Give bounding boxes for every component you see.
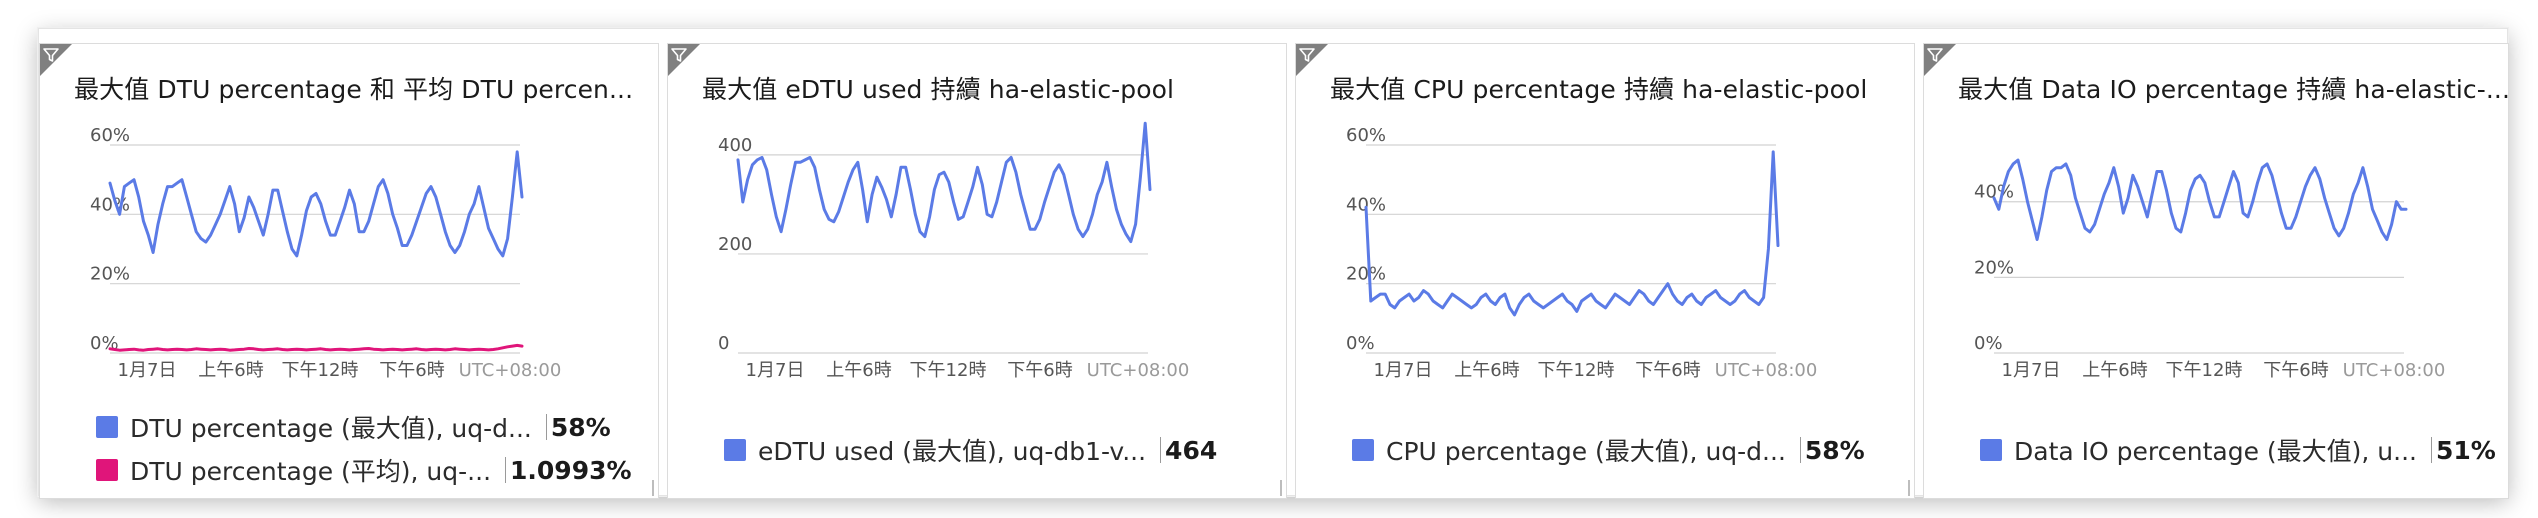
legend-divider bbox=[1799, 437, 1801, 463]
metric-tile-dtu[interactable]: 最大值 DTU percentage 和 平均 DTU percen... 60… bbox=[39, 43, 659, 499]
tile-title[interactable]: 最大值 eDTU used 持續 ha-elastic-pool bbox=[702, 75, 1175, 104]
x-tick-label: 下午6時 bbox=[379, 360, 444, 381]
legend-label: DTU percentage (最大值), uq-d... bbox=[130, 414, 532, 443]
legend-label: Data IO percentage (最大值), u... bbox=[2014, 437, 2417, 466]
series-line bbox=[108, 150, 524, 258]
y-tick-label: 20% bbox=[1346, 264, 1386, 285]
x-tick-label: 下午6時 bbox=[1635, 360, 1700, 381]
legend-value: 1.0993% bbox=[510, 455, 632, 485]
resize-handle[interactable] bbox=[1280, 480, 1282, 496]
series-line bbox=[1364, 150, 1780, 317]
legend-item[interactable]: DTU percentage (平均), uq-... 1.0993% bbox=[96, 453, 632, 487]
legend-divider bbox=[505, 457, 507, 483]
y-tick-label: 0% bbox=[1346, 333, 1375, 354]
y-tick-label: 0% bbox=[1974, 333, 2003, 354]
legend-value: 58% bbox=[550, 412, 611, 442]
x-tick-label: 上午6時 bbox=[826, 360, 891, 381]
y-tick-label: 20% bbox=[1974, 257, 2014, 278]
x-tick-label: 1月7日 bbox=[1374, 360, 1433, 381]
x-tick-label: 下午12時 bbox=[282, 360, 359, 381]
legend-value: 464 bbox=[1165, 435, 1218, 465]
series-line bbox=[736, 121, 1152, 244]
filter-icon[interactable] bbox=[1926, 46, 1944, 64]
y-tick-label: 0 bbox=[718, 333, 729, 354]
legend-swatch bbox=[1980, 439, 2002, 461]
legend-label: DTU percentage (平均), uq-... bbox=[130, 457, 492, 486]
filter-icon[interactable] bbox=[1298, 46, 1316, 64]
resize-handle[interactable] bbox=[652, 480, 654, 496]
legend-divider bbox=[2431, 437, 2432, 463]
series-line bbox=[108, 343, 524, 352]
line-chart[interactable]: 60%40%20%0%1月7日 上午6時 下午12時 下午6時 UTC+08:00 bbox=[40, 44, 660, 384]
tile-title[interactable]: 最大值 DTU percentage 和 平均 DTU percen... bbox=[74, 75, 634, 104]
legend-value: 51% bbox=[2436, 435, 2496, 465]
y-tick-label: 60% bbox=[90, 125, 130, 146]
x-tick-label: 下午12時 bbox=[910, 360, 987, 381]
x-tick-label: UTC+08:00 bbox=[1087, 360, 1190, 381]
filter-icon[interactable] bbox=[42, 46, 60, 64]
x-tick-label: 下午12時 bbox=[2166, 360, 2243, 381]
x-tick-label: 1月7日 bbox=[118, 360, 177, 381]
legend-divider bbox=[1160, 437, 1162, 463]
metric-tile-cpu[interactable]: 最大值 CPU percentage 持續 ha-elastic-pool 60… bbox=[1295, 43, 1915, 499]
legend-divider bbox=[545, 414, 547, 440]
y-tick-label: 400 bbox=[718, 135, 752, 156]
y-tick-label: 200 bbox=[718, 234, 752, 255]
legend-item[interactable]: CPU percentage (最大值), uq-d... 58% bbox=[1352, 433, 1865, 467]
line-chart[interactable]: 400 200 0 1月7日 上午6時 下午12時 下午6時 UTC+08:00 bbox=[668, 44, 1288, 384]
x-tick-label: UTC+08:00 bbox=[459, 360, 562, 381]
legend-label: eDTU used (最大值), uq-db1-v... bbox=[758, 437, 1147, 466]
dashboard-frame: 最大值 DTU percentage 和 平均 DTU percen... 60… bbox=[38, 28, 2511, 499]
tile-title[interactable]: 最大值 Data IO percentage 持續 ha-elastic-... bbox=[1958, 75, 2511, 104]
line-chart[interactable]: 40%20%0%1月7日 上午6時 下午12時 下午6時 UTC+08:00 bbox=[1924, 44, 2538, 384]
metric-tile-data-io[interactable]: 最大值 Data IO percentage 持續 ha-elastic-...… bbox=[1923, 43, 2511, 499]
x-tick-label: 下午6時 bbox=[1007, 360, 1072, 381]
metric-tile-edtu[interactable]: 最大值 eDTU used 持續 ha-elastic-pool 400 200 0… bbox=[667, 43, 1287, 499]
legend-swatch bbox=[96, 459, 118, 481]
legend-item[interactable]: DTU percentage (最大值), uq-d... 58% bbox=[96, 410, 611, 444]
legend-swatch bbox=[96, 416, 118, 438]
legend-label: CPU percentage (最大值), uq-d... bbox=[1386, 437, 1786, 466]
resize-handle[interactable] bbox=[1908, 480, 1910, 496]
x-tick-label: 下午12時 bbox=[1538, 360, 1615, 381]
x-tick-label: 下午6時 bbox=[2263, 360, 2328, 381]
x-tick-label: 上午6時 bbox=[2082, 360, 2147, 381]
y-tick-label: 40% bbox=[1346, 194, 1386, 215]
legend-item[interactable]: Data IO percentage (最大值), u... 51% bbox=[1980, 433, 2496, 467]
line-chart[interactable]: 60% 40% 20% 0% 1月7日 上午6時 下午12時 下午6時 UTC+08:00 bbox=[1296, 44, 1916, 384]
tile-title[interactable]: 最大值 CPU percentage 持續 ha-elastic-pool bbox=[1330, 75, 1868, 104]
x-tick-label: UTC+08:00 bbox=[1715, 360, 1818, 381]
y-tick-label: 60% bbox=[1346, 125, 1386, 146]
series-line bbox=[1992, 158, 2408, 241]
x-tick-label: 1月7日 bbox=[2002, 360, 2061, 381]
x-tick-label: 1月7日 bbox=[746, 360, 805, 381]
legend-swatch bbox=[1352, 439, 1374, 461]
y-tick-label: 20% bbox=[90, 264, 130, 285]
x-tick-label: UTC+08:00 bbox=[2343, 360, 2446, 381]
x-tick-label: 上午6時 bbox=[198, 360, 263, 381]
x-tick-label: 上午6時 bbox=[1454, 360, 1519, 381]
legend-value: 58% bbox=[1804, 435, 1865, 465]
filter-icon[interactable] bbox=[670, 46, 688, 64]
legend-swatch bbox=[724, 439, 746, 461]
legend-item[interactable]: eDTU used (最大值), uq-db1-v... 464 bbox=[724, 433, 1217, 467]
